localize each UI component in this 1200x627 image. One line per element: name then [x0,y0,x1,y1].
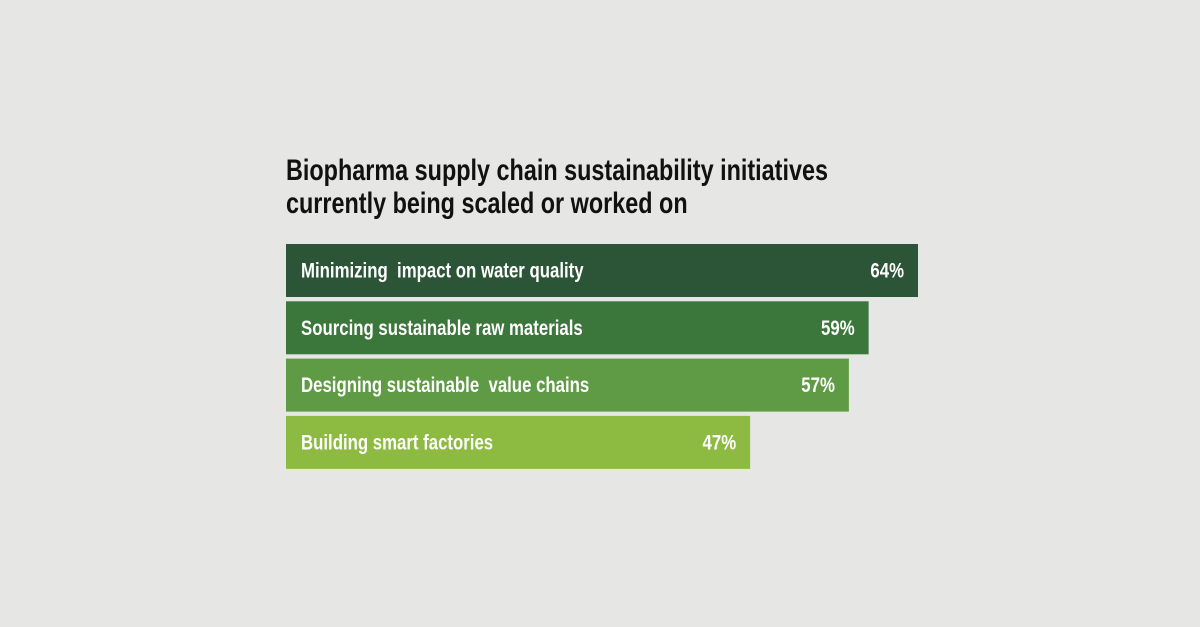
value-label: 64% [870,260,904,283]
bar [286,415,751,469]
bar [286,244,918,297]
value-label: 57% [801,374,835,397]
bar-label: Designing sustainable value chains [301,374,589,397]
chart-title: currently being scaled or worked on [286,186,688,219]
bar [286,358,849,412]
value-label: 47% [703,432,737,455]
bar-label: Building smart factories [301,432,493,455]
bar-label: Minimizing impact on water quality [301,260,584,283]
bar-label: Sourcing sustainable raw materials [301,317,583,340]
value-label: 59% [821,317,855,340]
chart-title: Biopharma supply chain sustainability in… [286,153,828,186]
bar [286,301,869,355]
